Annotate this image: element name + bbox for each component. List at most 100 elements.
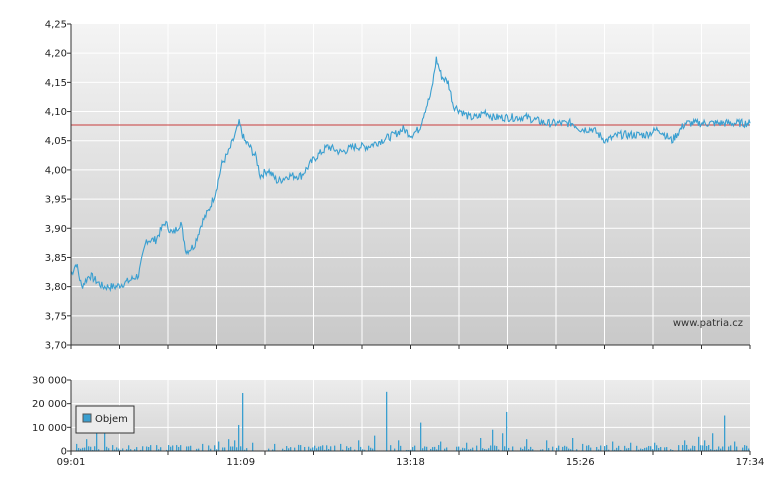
- volume-bar: [320, 446, 322, 451]
- volume-bar: [636, 445, 638, 452]
- volume-bar: [252, 442, 254, 452]
- volume-bar: [216, 449, 218, 452]
- volume-bar: [370, 447, 372, 452]
- volume-y-axis: 0 10 000 20 000 30 000: [32, 376, 72, 458]
- volume-bar: [444, 448, 446, 452]
- volume-bar: [542, 449, 544, 451]
- volume-bar: [576, 449, 578, 452]
- volume-bar: [600, 445, 602, 452]
- volume-bar: [526, 439, 528, 451]
- volume-bar: [656, 445, 658, 451]
- volume-bar: [714, 449, 716, 451]
- volume-bar: [348, 447, 350, 452]
- volume-bar: [640, 448, 642, 451]
- volume-bar: [304, 446, 306, 451]
- volume-bar: [616, 447, 618, 452]
- volume-bar: [130, 449, 132, 452]
- volume-bar: [694, 446, 696, 452]
- volume-bar: [156, 445, 158, 452]
- volume-bar: [664, 447, 666, 451]
- volume-bar: [624, 445, 626, 451]
- volume-bar: [240, 446, 242, 452]
- volume-bar: [700, 445, 702, 452]
- volume-bar: [458, 446, 460, 451]
- volume-bar: [420, 422, 422, 451]
- volume-bar: [626, 448, 628, 452]
- price-y-tick-label: 4,25: [45, 20, 67, 31]
- volume-bar: [242, 393, 244, 452]
- volume-bar: [598, 449, 600, 452]
- volume-bar: [128, 445, 130, 452]
- volume-bar: [142, 446, 144, 451]
- volume-bar: [372, 448, 374, 451]
- volume-bar: [546, 440, 548, 451]
- volume-bar: [390, 445, 392, 451]
- volume-bar: [268, 448, 270, 452]
- volume-bar: [422, 448, 424, 452]
- volume-bar: [232, 446, 234, 452]
- volume-bar: [712, 433, 714, 452]
- volume-bar: [558, 445, 560, 452]
- volume-bar: [692, 445, 694, 451]
- volume-bar: [466, 442, 468, 452]
- volume-bar: [460, 449, 462, 452]
- volume-bar: [202, 443, 204, 451]
- volume-bar: [548, 448, 550, 451]
- volume-bar: [92, 449, 94, 451]
- volume-bar: [170, 446, 172, 452]
- volume-bar: [522, 448, 524, 452]
- volume-bar: [166, 449, 168, 452]
- volume-bar: [446, 447, 448, 452]
- volume-bar: [210, 448, 212, 451]
- volume-x-tick-label: 15:26: [566, 457, 595, 468]
- volume-bar: [310, 448, 312, 451]
- volume-bar: [710, 449, 712, 452]
- volume-bar: [606, 445, 608, 452]
- volume-bar: [482, 448, 484, 452]
- volume-bar: [386, 391, 388, 452]
- price-y-tick-label: 4,10: [45, 107, 67, 118]
- volume-bar: [114, 449, 116, 452]
- volume-bar: [502, 433, 504, 452]
- volume-bar: [708, 445, 710, 452]
- volume-bar: [588, 445, 590, 451]
- volume-bar: [284, 449, 286, 451]
- volume-bar: [286, 446, 288, 452]
- volume-bar: [126, 449, 128, 451]
- volume-bar: [158, 449, 160, 452]
- volume-bar: [464, 448, 466, 452]
- volume-bar: [290, 447, 292, 452]
- volume-bar: [288, 448, 290, 451]
- volume-bar: [570, 449, 572, 452]
- volume-bar: [604, 446, 606, 451]
- volume-bar: [186, 446, 188, 451]
- volume-bar: [88, 446, 90, 452]
- price-x-ticks: [70, 345, 751, 349]
- volume-bar: [312, 447, 314, 452]
- volume-bar: [374, 435, 376, 452]
- volume-bar: [572, 437, 574, 451]
- volume-bar: [360, 446, 362, 452]
- volume-x-tick-label: 11:09: [226, 457, 255, 468]
- volume-bar: [328, 449, 330, 452]
- volume-bar: [322, 445, 324, 452]
- volume-bar: [412, 447, 414, 451]
- volume-bar: [358, 440, 360, 451]
- volume-bar: [730, 445, 732, 452]
- volume-bar: [180, 445, 182, 452]
- volume-bar: [104, 422, 106, 451]
- volume-bar: [702, 445, 704, 452]
- volume-bar: [282, 448, 284, 451]
- volume-bar: [134, 449, 136, 451]
- volume-bar: [734, 441, 736, 452]
- volume-bar: [562, 446, 564, 451]
- volume-bar: [208, 445, 210, 451]
- volume-bar: [484, 449, 486, 451]
- volume-bar: [354, 449, 356, 451]
- volume-bar: [596, 446, 598, 451]
- volume-bar: [176, 445, 178, 451]
- price-series-line: [70, 56, 751, 293]
- volume-bar: [704, 440, 706, 451]
- volume-bar: [722, 446, 724, 452]
- price-y-tick-label: 3,75: [45, 311, 67, 322]
